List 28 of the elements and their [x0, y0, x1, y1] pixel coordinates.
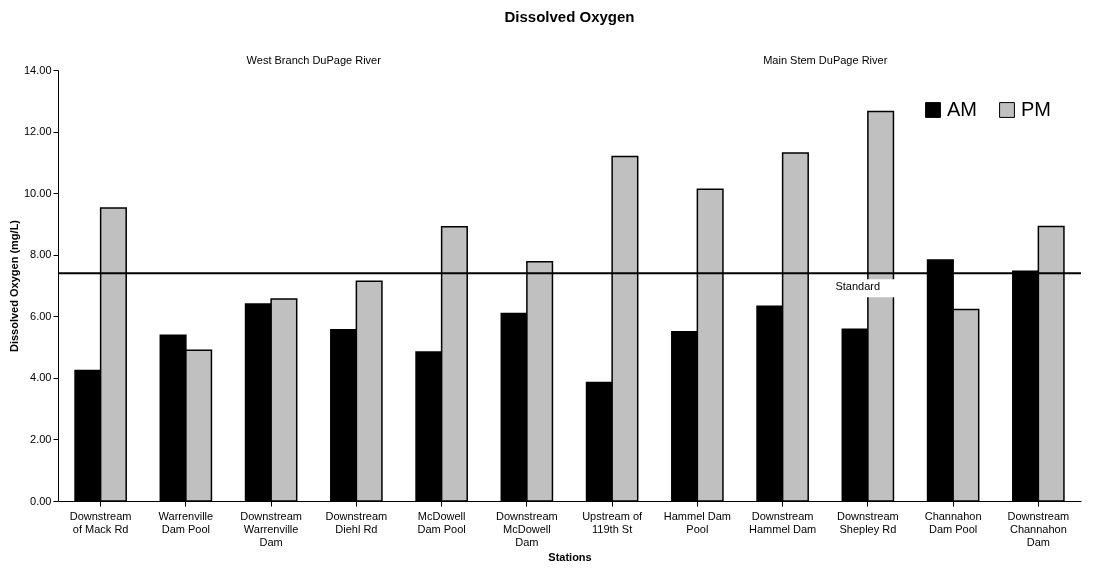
chart-title: Dissolved Oxygen	[504, 8, 635, 25]
x-tick-label: Downstream Diehl Rd	[325, 509, 388, 535]
y-tick-label: 6.00	[30, 309, 52, 322]
x-tick-label: McDowell Dam Pool	[417, 509, 466, 535]
y-tick-label: 4.00	[30, 371, 52, 384]
x-tick-label: Downstream Hammel Dam	[749, 509, 817, 535]
x-tick-label: Downstream Warrenville Dam	[240, 509, 302, 548]
x-tick-label: Downstream McDowell Dam	[496, 509, 558, 548]
text: Main Stem DuPage River	[763, 54, 888, 66]
x-tick-label: Warrenville Dam Pool	[158, 509, 214, 535]
x-tick-label: Hammel Dam Pool	[663, 509, 731, 535]
y-tick-label: 0.00	[30, 494, 52, 507]
legend-label: PM	[1021, 98, 1051, 120]
y-tick-label: 12.00	[23, 125, 52, 138]
y-axis-title: Dissolved Oxygen (mg/L)	[7, 219, 20, 353]
x-tick-label: Downstream Channahon Dam	[1007, 509, 1070, 548]
text: West Branch DuPage River	[246, 54, 382, 66]
y-tick-label: 14.00	[23, 63, 52, 76]
y-tick-label: 10.00	[23, 186, 52, 199]
x-tick-label: Channahon Dam Pool	[924, 509, 982, 535]
ref-line-label: Standard	[835, 280, 881, 293]
y-tick-label: 2.00	[30, 432, 52, 445]
x-tick-label: Downstream of Mack Rd	[69, 509, 132, 535]
x-tick-label: Downstream Shepley Rd	[837, 509, 899, 535]
x-axis-title: Stations	[548, 550, 592, 563]
x-tick-label: Upstream of 119th St	[582, 509, 644, 535]
legend-label: AM	[947, 98, 977, 120]
y-tick-label: 8.00	[30, 248, 52, 261]
